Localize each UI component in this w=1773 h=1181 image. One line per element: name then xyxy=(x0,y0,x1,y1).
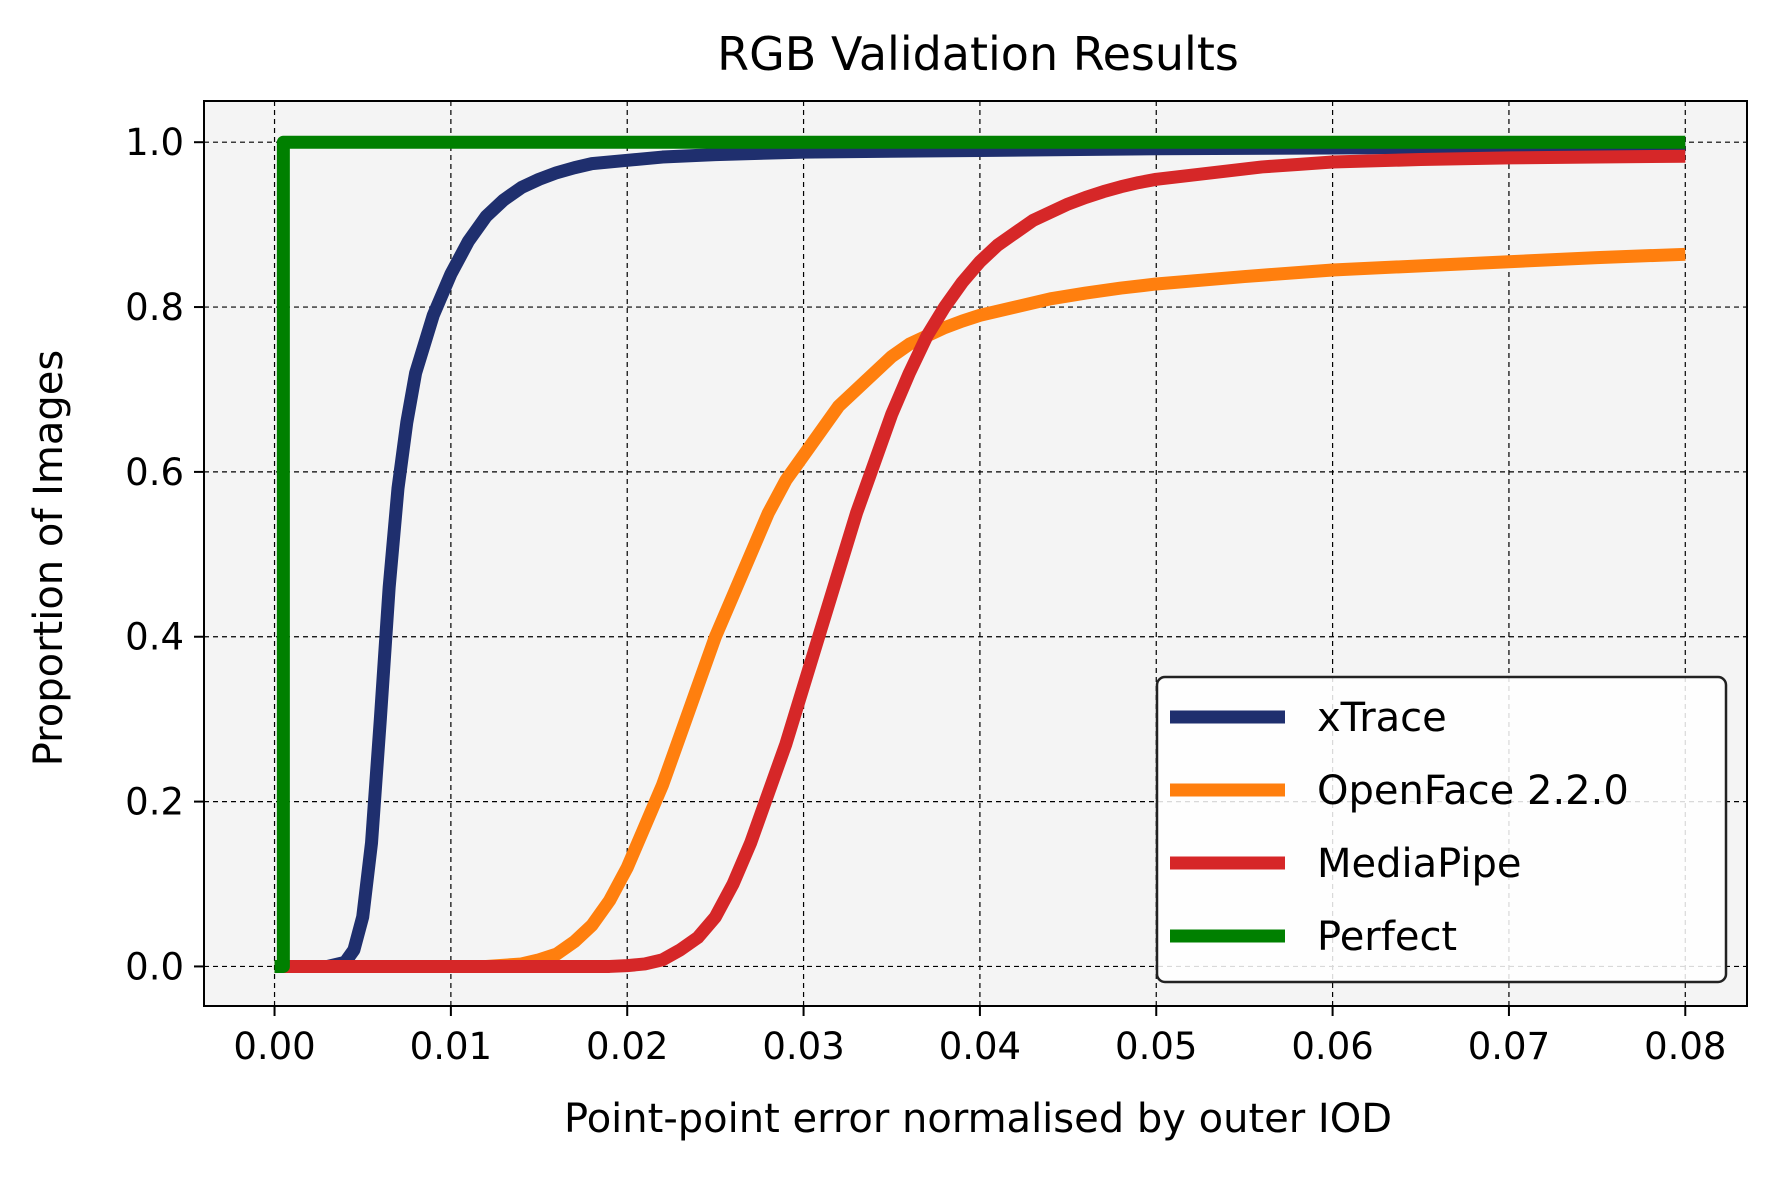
x-tick-label-8: 0.08 xyxy=(1644,1025,1726,1068)
legend-label-openface-2-2-0: OpenFace 2.2.0 xyxy=(1317,768,1629,814)
y-tick-label-4: 0.8 xyxy=(125,286,184,329)
x-tick-label-5: 0.05 xyxy=(1115,1025,1197,1068)
axes-frame xyxy=(203,100,1748,1007)
x-tick-label-3: 0.03 xyxy=(762,1025,844,1068)
y-tick-label-5: 1.0 xyxy=(125,121,184,164)
x-tick-label-6: 0.06 xyxy=(1291,1025,1373,1068)
chart-title: RGB Validation Results xyxy=(717,27,1239,81)
series-line-mediapipe xyxy=(274,149,1686,973)
y-axis-label: Proportion of Images xyxy=(26,350,72,766)
legend-label-perfect: Perfect xyxy=(1317,914,1457,960)
x-tick-label-0: 0.00 xyxy=(233,1025,315,1068)
y-tick-label-1: 0.2 xyxy=(125,781,184,824)
legend-label-xtrace: xTrace xyxy=(1317,695,1447,741)
y-tick-label-2: 0.4 xyxy=(125,616,184,659)
grid xyxy=(204,101,1747,1006)
series-group xyxy=(274,135,1686,973)
legend-box xyxy=(1155,675,1728,984)
y-tick-label-0: 0.0 xyxy=(125,945,184,988)
x-tick-label-4: 0.04 xyxy=(939,1025,1021,1068)
x-tick-label-1: 0.01 xyxy=(410,1025,492,1068)
legend: xTrace OpenFace 2.2.0 MediaPipe Perfect xyxy=(1155,675,1728,984)
series-line-openface-2-2-0 xyxy=(274,247,1686,973)
x-tick-label-7: 0.07 xyxy=(1468,1025,1550,1068)
legend-label-mediapipe: MediaPipe xyxy=(1317,841,1522,887)
series-line-xtrace xyxy=(274,139,1686,973)
y-tick-label-3: 0.6 xyxy=(125,451,184,494)
ticks: 0.00 0.01 0.02 0.03 0.04 0.05 0.06 0.07 0.08 0.0 0… xyxy=(125,121,1726,1068)
x-axis-label: Point-point error normalised by outer IO… xyxy=(564,1096,1392,1142)
series-line-perfect xyxy=(274,135,1686,973)
x-tick-label-2: 0.02 xyxy=(586,1025,668,1068)
